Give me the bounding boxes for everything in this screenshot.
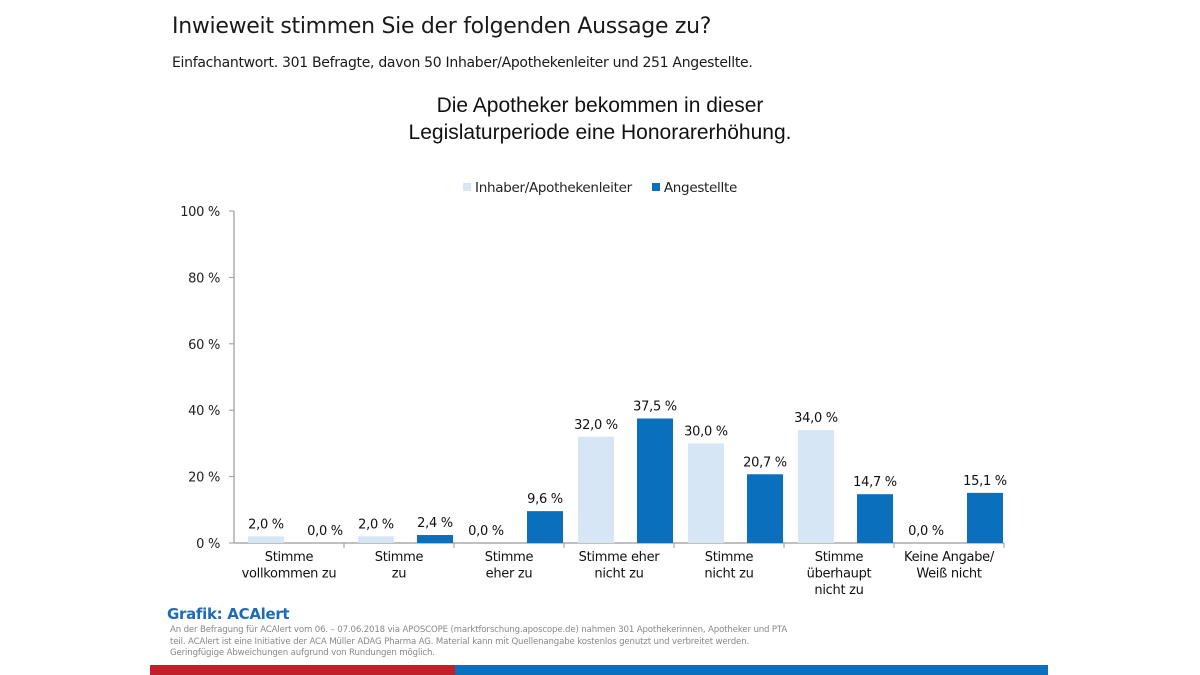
x-category-label: nicht zu xyxy=(814,583,863,598)
legend-item-inhaber: Inhaber/Apothekenleiter xyxy=(463,180,636,196)
x-category-label: Weiß nicht xyxy=(916,567,982,582)
data-label-inhaber: 2,0 % xyxy=(248,517,284,532)
data-label-angestellte: 20,7 % xyxy=(743,455,787,470)
y-tick-label: 100 % xyxy=(180,205,220,220)
source-note: An der Befragung für ACAlert vom 06. – 0… xyxy=(170,625,788,658)
chart-legend: Inhaber/Apothekenleiter Angestellte xyxy=(0,180,1200,196)
bar-angestellte xyxy=(747,474,783,543)
data-label-angestellte: 37,5 % xyxy=(633,400,677,415)
y-tick-label: 60 % xyxy=(188,338,220,353)
x-category-label: eher zu xyxy=(486,567,533,582)
data-label-inhaber: 32,0 % xyxy=(574,418,618,433)
question-title: Inwieweit stimmen Sie der folgenden Auss… xyxy=(172,14,712,39)
bar-inhaber xyxy=(358,536,394,543)
data-label-inhaber: 34,0 % xyxy=(794,411,838,426)
x-category-label: nicht zu xyxy=(594,567,643,582)
x-category-label: Stimme eher xyxy=(579,550,661,565)
x-category-label: überhaupt xyxy=(807,567,872,582)
legend-item-angestellte: Angestellte xyxy=(651,180,737,196)
data-label-angestellte: 14,7 % xyxy=(853,475,897,490)
data-label-inhaber: 30,0 % xyxy=(684,424,728,439)
data-label-inhaber: 0,0 % xyxy=(468,524,504,539)
x-category-label: vollkommen zu xyxy=(242,567,337,582)
data-label-angestellte: 9,6 % xyxy=(527,492,563,507)
x-category-label: Stimme xyxy=(705,550,754,565)
bar-inhaber xyxy=(688,443,724,543)
y-tick-label: 20 % xyxy=(188,471,220,486)
y-tick-label: 80 % xyxy=(188,271,220,286)
question-subtitle: Einfachantwort. 301 Befragte, davon 50 I… xyxy=(172,55,753,71)
x-category-label: Stimme xyxy=(815,550,864,565)
x-category-label: Stimme xyxy=(485,550,534,565)
data-label-angestellte: 0,0 % xyxy=(307,524,343,539)
bar-angestellte xyxy=(967,492,1003,543)
data-label-inhaber: 2,0 % xyxy=(358,517,394,532)
bar-inhaber xyxy=(578,436,614,543)
chart-title-line-1: Die Apotheker bekommen in dieser xyxy=(436,94,764,117)
data-label-angestellte: 2,4 % xyxy=(417,516,453,531)
data-label-inhaber: 0,0 % xyxy=(908,524,944,539)
bar-inhaber xyxy=(798,430,834,543)
footer-bar-blue xyxy=(455,665,1048,675)
legend-swatch-inhaber xyxy=(463,183,472,191)
legend-label-angestellte: Angestellte xyxy=(663,180,737,196)
chart-title: Die Apotheker bekommen in dieser Legisla… xyxy=(300,92,900,146)
y-tick-label: 0 % xyxy=(196,537,220,552)
data-label-angestellte: 15,1 % xyxy=(963,474,1007,489)
legend-swatch-angestellte xyxy=(651,183,660,191)
x-category-label: nicht zu xyxy=(704,567,753,582)
source-credit: Grafik: ACAlert xyxy=(167,605,290,623)
x-category-label: Stimme xyxy=(265,550,314,565)
x-category-label: Keine Angabe/ xyxy=(904,550,995,565)
bar-inhaber xyxy=(248,536,284,543)
x-category-label: Stimme xyxy=(375,550,424,565)
bar-angestellte xyxy=(417,535,453,543)
y-tick-label: 40 % xyxy=(188,404,220,419)
bar-angestellte xyxy=(637,418,673,543)
legend-label-inhaber: Inhaber/Apothekenleiter xyxy=(475,180,632,196)
footer-bar-red xyxy=(150,665,455,675)
bar-angestellte xyxy=(527,511,563,543)
bar-angestellte xyxy=(857,494,893,543)
x-category-label: zu xyxy=(392,567,407,582)
chart-title-line-2: Legislaturperiode eine Honorarerhöhung. xyxy=(408,121,792,144)
